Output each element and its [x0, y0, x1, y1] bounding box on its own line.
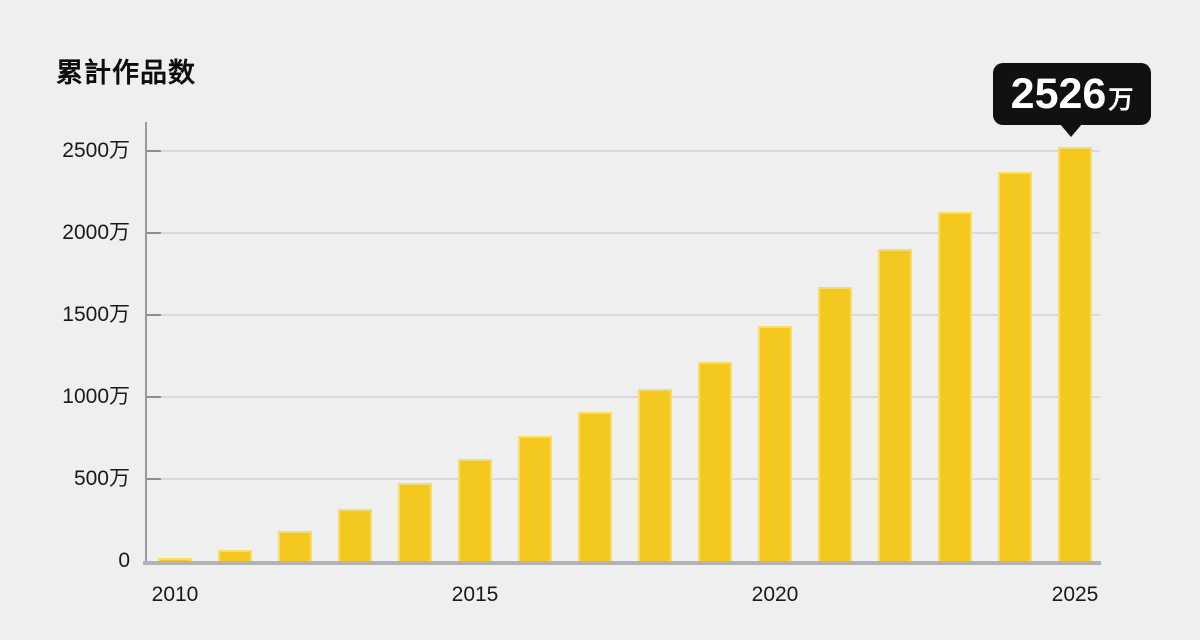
bar-2011 [218, 550, 252, 561]
y-axis-line [145, 122, 147, 565]
gridline-500 [147, 478, 1100, 480]
x-tick-label-2010: 2010 [151, 583, 199, 606]
y-tick-label-1500: 1500万 [62, 303, 130, 326]
bar-2010 [158, 558, 192, 561]
bar-2025 [1058, 147, 1092, 561]
bar-2014 [398, 483, 432, 561]
gridline-1000 [147, 396, 1100, 398]
callout-unit: 万 [1108, 85, 1134, 114]
bar-2024 [998, 172, 1032, 561]
y-tick-2000 [147, 232, 161, 234]
y-tick-1500 [147, 314, 161, 316]
bar-2022 [878, 249, 912, 561]
value-callout: 2526 万 [993, 63, 1151, 125]
bar-2013 [338, 509, 372, 561]
y-tick-label-0: 0 [118, 549, 130, 572]
x-tick-label-2020: 2020 [751, 583, 799, 606]
bar-2023 [938, 212, 972, 561]
bar-2018 [638, 389, 672, 561]
callout-value: 2526 [1010, 69, 1107, 118]
bar-2017 [578, 412, 612, 561]
bar-2012 [278, 531, 312, 561]
gridline-2000 [147, 232, 1100, 234]
y-tick-1000 [147, 396, 161, 398]
y-tick-label-2500: 2500万 [62, 139, 130, 162]
bar-2020 [758, 326, 792, 561]
y-tick-label-500: 500万 [73, 467, 130, 490]
bar-2016 [518, 436, 552, 561]
y-tick-2500 [147, 150, 161, 152]
bar-2019 [698, 362, 732, 561]
bar-2015 [458, 459, 492, 561]
x-tick-label-2015: 2015 [451, 583, 499, 606]
bar-2021 [818, 287, 852, 561]
gridline-2500 [147, 150, 1100, 152]
x-axis-line [143, 561, 1101, 565]
chart-title: 累計作品数 [56, 58, 196, 88]
y-tick-label-1000: 1000万 [62, 385, 130, 408]
gridline-1500 [147, 314, 1100, 316]
y-tick-label-2000: 2000万 [62, 221, 130, 244]
x-tick-label-2025: 2025 [1051, 583, 1099, 606]
y-tick-500 [147, 478, 161, 480]
callout-tail-icon [1060, 124, 1082, 137]
